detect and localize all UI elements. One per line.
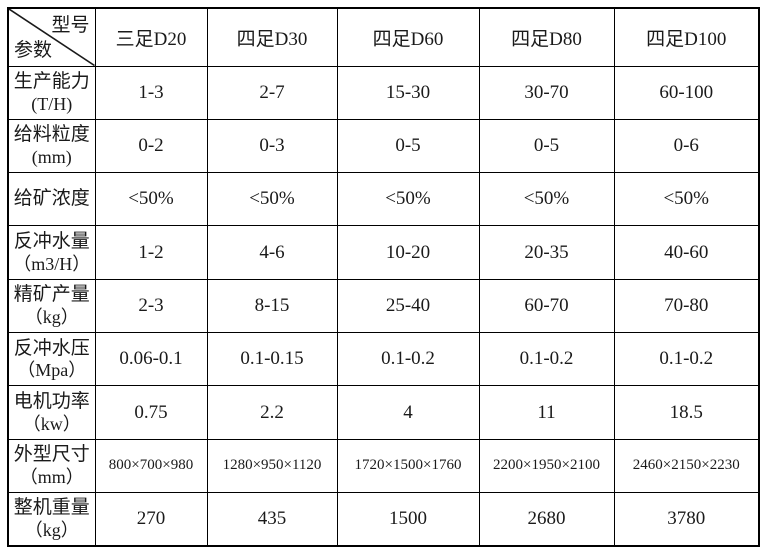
value-cell: 4-6 (206, 225, 338, 280)
row-header: 整机重量 （kg） (7, 492, 96, 547)
value-cell: 8-15 (206, 278, 338, 334)
row-unit: (T/H) (31, 93, 73, 114)
value-cell: 1-3 (94, 65, 208, 120)
value-cell: 2-3 (94, 278, 208, 334)
value-cell: 60-100 (613, 65, 760, 120)
row-unit: （kg） (24, 307, 79, 328)
value-cell: 0-5 (478, 118, 615, 174)
value-cell: 2680 (478, 492, 615, 547)
row-label: 给矿浓度 (13, 188, 90, 210)
row-label: 外型尺寸 (13, 444, 90, 466)
corner-label-model: 型号 (51, 15, 90, 36)
value-cell: 2.2 (206, 385, 338, 440)
value-cell: 20-35 (478, 225, 615, 280)
value-cell: 0-5 (336, 118, 480, 174)
table-row: 给料粒度 (mm) 0-2 0-3 0-5 0-5 0-6 (7, 118, 760, 174)
value-cell: 3780 (613, 492, 760, 547)
row-label: 反冲水压 (13, 337, 90, 359)
value-cell: 1720×1500×1760 (336, 438, 480, 494)
column-header-4: 四足D80 (478, 7, 615, 67)
row-unit: （kw） (22, 413, 81, 434)
table-row: 给矿浓度 <50% <50% <50% <50% <50% (7, 172, 760, 227)
value-cell: 0.1-0.2 (613, 332, 760, 387)
value-cell: 0.75 (94, 385, 208, 440)
value-cell: 0.06-0.1 (94, 332, 208, 387)
table-row: 反冲水压 （Mpa） 0.06-0.1 0.1-0.15 0.1-0.2 0.1-0.2 0… (7, 332, 760, 387)
column-header-2: 四足D30 (206, 7, 338, 67)
value-cell: 4 (336, 385, 480, 440)
table-row: 生产能力 (T/H) 1-3 2-7 15-30 30-70 60-100 (7, 65, 760, 120)
value-cell: 1500 (336, 492, 480, 547)
row-header: 精矿产量 （kg） (7, 278, 96, 334)
value-cell: 1280×950×1120 (206, 438, 338, 494)
spec-table-body: 生产能力 (T/H) 1-3 2-7 15-30 30-70 60-100 给料粒度 (mm) 0… (7, 65, 760, 547)
row-header: 给料粒度 (mm) (7, 118, 96, 174)
row-label: 整机重量 (13, 497, 90, 519)
row-unit: （kg） (24, 520, 79, 541)
value-cell: 18.5 (613, 385, 760, 440)
row-label: 给料粒度 (13, 124, 90, 146)
row-header: 反冲水压 （Mpa） (7, 332, 96, 387)
row-header: 给矿浓度 (7, 172, 96, 227)
value-cell: 40-60 (613, 225, 760, 280)
value-cell: <50% (336, 172, 480, 227)
column-header-3: 四足D60 (336, 7, 480, 67)
value-cell: <50% (94, 172, 208, 227)
value-cell: 435 (206, 492, 338, 547)
row-label: 精矿产量 (13, 284, 90, 306)
row-label: 反冲水量 (13, 230, 90, 252)
row-header: 外型尺寸 （mm） (7, 438, 96, 494)
value-cell: 10-20 (336, 225, 480, 280)
row-header: 电机功率 （kw） (7, 385, 96, 440)
value-cell: 70-80 (613, 278, 760, 334)
value-cell: 11 (478, 385, 615, 440)
row-header: 反冲水量 （m3/H） (7, 225, 96, 280)
value-cell: 0-3 (206, 118, 338, 174)
value-cell: 270 (94, 492, 208, 547)
table-row: 精矿产量 （kg） 2-3 8-15 25-40 60-70 70-80 (7, 278, 760, 334)
header-row: 型号 参数 三足D20 四足D30 四足D60 四足D80 四足D100 (7, 7, 760, 67)
value-cell: 0.1-0.2 (478, 332, 615, 387)
row-unit: （m3/H） (13, 253, 91, 274)
row-label: 生产能力 (13, 70, 90, 92)
value-cell: 0.1-0.15 (206, 332, 338, 387)
value-cell: 1-2 (94, 225, 208, 280)
row-header: 生产能力 (T/H) (7, 65, 96, 120)
row-unit: （mm） (19, 467, 84, 488)
value-cell: <50% (613, 172, 760, 227)
value-cell: 0.1-0.2 (336, 332, 480, 387)
value-cell: <50% (206, 172, 338, 227)
value-cell: 15-30 (336, 65, 480, 120)
value-cell: 30-70 (478, 65, 615, 120)
value-cell: 0-2 (94, 118, 208, 174)
column-header-1: 三足D20 (94, 7, 208, 67)
corner-cell: 型号 参数 (7, 7, 96, 67)
spec-table: 型号 参数 三足D20 四足D30 四足D60 四足D80 四足D100 生产能力 (T/… (7, 7, 760, 547)
row-unit: (mm) (31, 147, 72, 168)
value-cell: 800×700×980 (94, 438, 208, 494)
value-cell: 0-6 (613, 118, 760, 174)
value-cell: 2200×1950×2100 (478, 438, 615, 494)
value-cell: 60-70 (478, 278, 615, 334)
value-cell: <50% (478, 172, 615, 227)
value-cell: 2460×2150×2230 (613, 438, 760, 494)
value-cell: 2-7 (206, 65, 338, 120)
table-row: 整机重量 （kg） 270 435 1500 2680 3780 (7, 492, 760, 547)
table-row: 外型尺寸 （mm） 800×700×980 1280×950×1120 1720×150… (7, 438, 760, 494)
diagonal-divider-line (9, 9, 95, 66)
table-row: 电机功率 （kw） 0.75 2.2 4 11 18.5 (7, 385, 760, 440)
table-row: 反冲水量 （m3/H） 1-2 4-6 10-20 20-35 40-60 (7, 225, 760, 280)
column-header-5: 四足D100 (613, 7, 760, 67)
row-unit: （Mpa） (17, 360, 87, 381)
corner-label-parameter: 参数 (14, 39, 53, 61)
row-label: 电机功率 (13, 390, 90, 412)
value-cell: 25-40 (336, 278, 480, 334)
